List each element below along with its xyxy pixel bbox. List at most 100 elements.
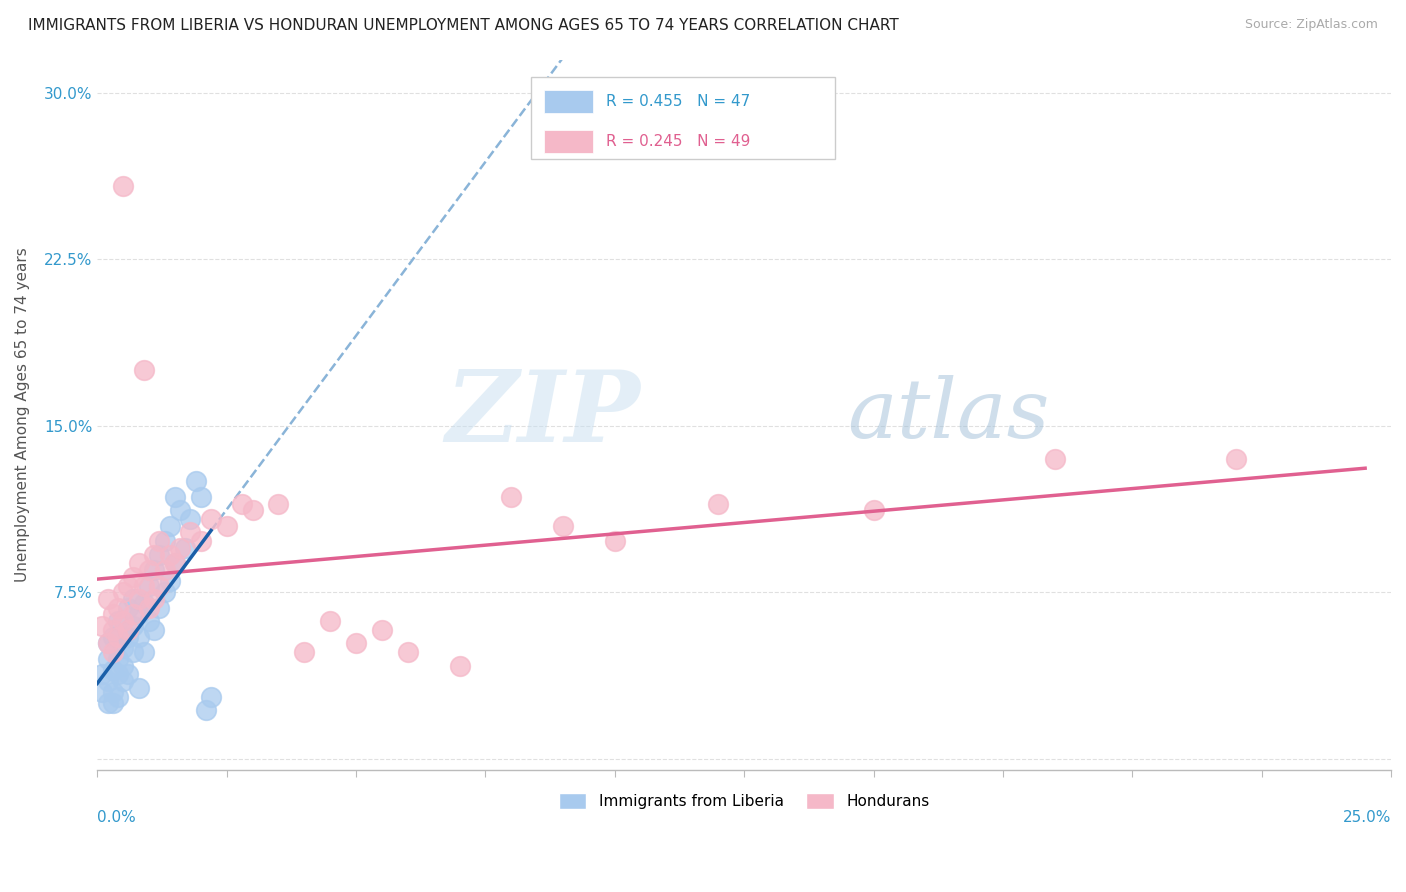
Point [344,636,367,650]
Point [112,640,135,655]
Text: R = 0.455   N = 47: R = 0.455 N = 47 [606,94,749,109]
Point [501,490,523,504]
Point [97,591,120,606]
Point [449,658,471,673]
Point [107,630,129,644]
Point [91,685,114,699]
Point [107,614,129,628]
Point [179,525,201,540]
Point [117,579,139,593]
Point [159,518,181,533]
Point [138,563,160,577]
Point [101,685,124,699]
Point [97,652,120,666]
Point [184,475,207,489]
Point [101,630,124,644]
Point [112,674,135,689]
Point [97,636,120,650]
Point [179,512,201,526]
Point [169,541,191,555]
Text: 0.0%: 0.0% [97,810,136,825]
Point [242,503,264,517]
Point [138,579,160,593]
Point [97,636,120,650]
Point [117,600,139,615]
Point [107,652,129,666]
Point [148,600,170,615]
Point [117,667,139,681]
Point [319,614,342,628]
Text: R = 0.245   N = 49: R = 0.245 N = 49 [606,134,749,149]
Text: atlas: atlas [848,375,1050,455]
Point [231,496,253,510]
Point [169,503,191,517]
Point [1043,452,1066,467]
Point [128,681,150,695]
Text: Source: ZipAtlas.com: Source: ZipAtlas.com [1244,18,1378,31]
Point [128,557,150,571]
Point [132,579,155,593]
Point [101,623,124,637]
Y-axis label: Unemployment Among Ages 65 to 74 years: Unemployment Among Ages 65 to 74 years [15,247,30,582]
Point [132,645,155,659]
Point [190,534,212,549]
Point [122,607,145,622]
Legend: Immigrants from Liberia, Hondurans: Immigrants from Liberia, Hondurans [553,788,935,815]
Point [101,645,124,659]
Point [91,618,114,632]
Point [128,607,150,622]
Text: ZIP: ZIP [446,367,641,463]
Point [396,645,419,659]
Point [862,503,884,517]
Point [153,534,176,549]
Point [132,596,155,610]
Point [603,534,626,549]
Point [174,541,197,555]
Point [200,690,222,704]
Point [153,585,176,599]
Point [153,563,176,577]
Point [163,490,186,504]
Point [138,600,160,615]
Point [122,618,145,632]
Point [194,703,217,717]
Point [132,363,155,377]
FancyBboxPatch shape [530,78,835,159]
Point [292,645,315,659]
Point [97,696,120,710]
FancyBboxPatch shape [544,90,593,113]
Point [117,623,139,637]
Point [128,630,150,644]
Point [163,557,186,571]
Point [117,630,139,644]
Point [163,557,186,571]
Point [112,179,135,194]
Point [200,512,222,526]
Point [128,591,150,606]
Point [112,658,135,673]
Point [215,518,238,533]
Point [101,663,124,677]
Point [107,667,129,681]
Point [148,548,170,562]
Point [143,623,166,637]
FancyBboxPatch shape [544,130,593,153]
Point [1225,452,1247,467]
Point [101,696,124,710]
Point [101,607,124,622]
Point [267,496,290,510]
Point [143,548,166,562]
Point [159,548,181,562]
Point [107,600,129,615]
Point [107,690,129,704]
Point [122,645,145,659]
Point [371,623,394,637]
Point [190,490,212,504]
Point [122,591,145,606]
Point [112,585,135,599]
Text: 25.0%: 25.0% [1343,810,1391,825]
Point [143,591,166,606]
Point [148,579,170,593]
Point [97,674,120,689]
Point [148,534,170,549]
